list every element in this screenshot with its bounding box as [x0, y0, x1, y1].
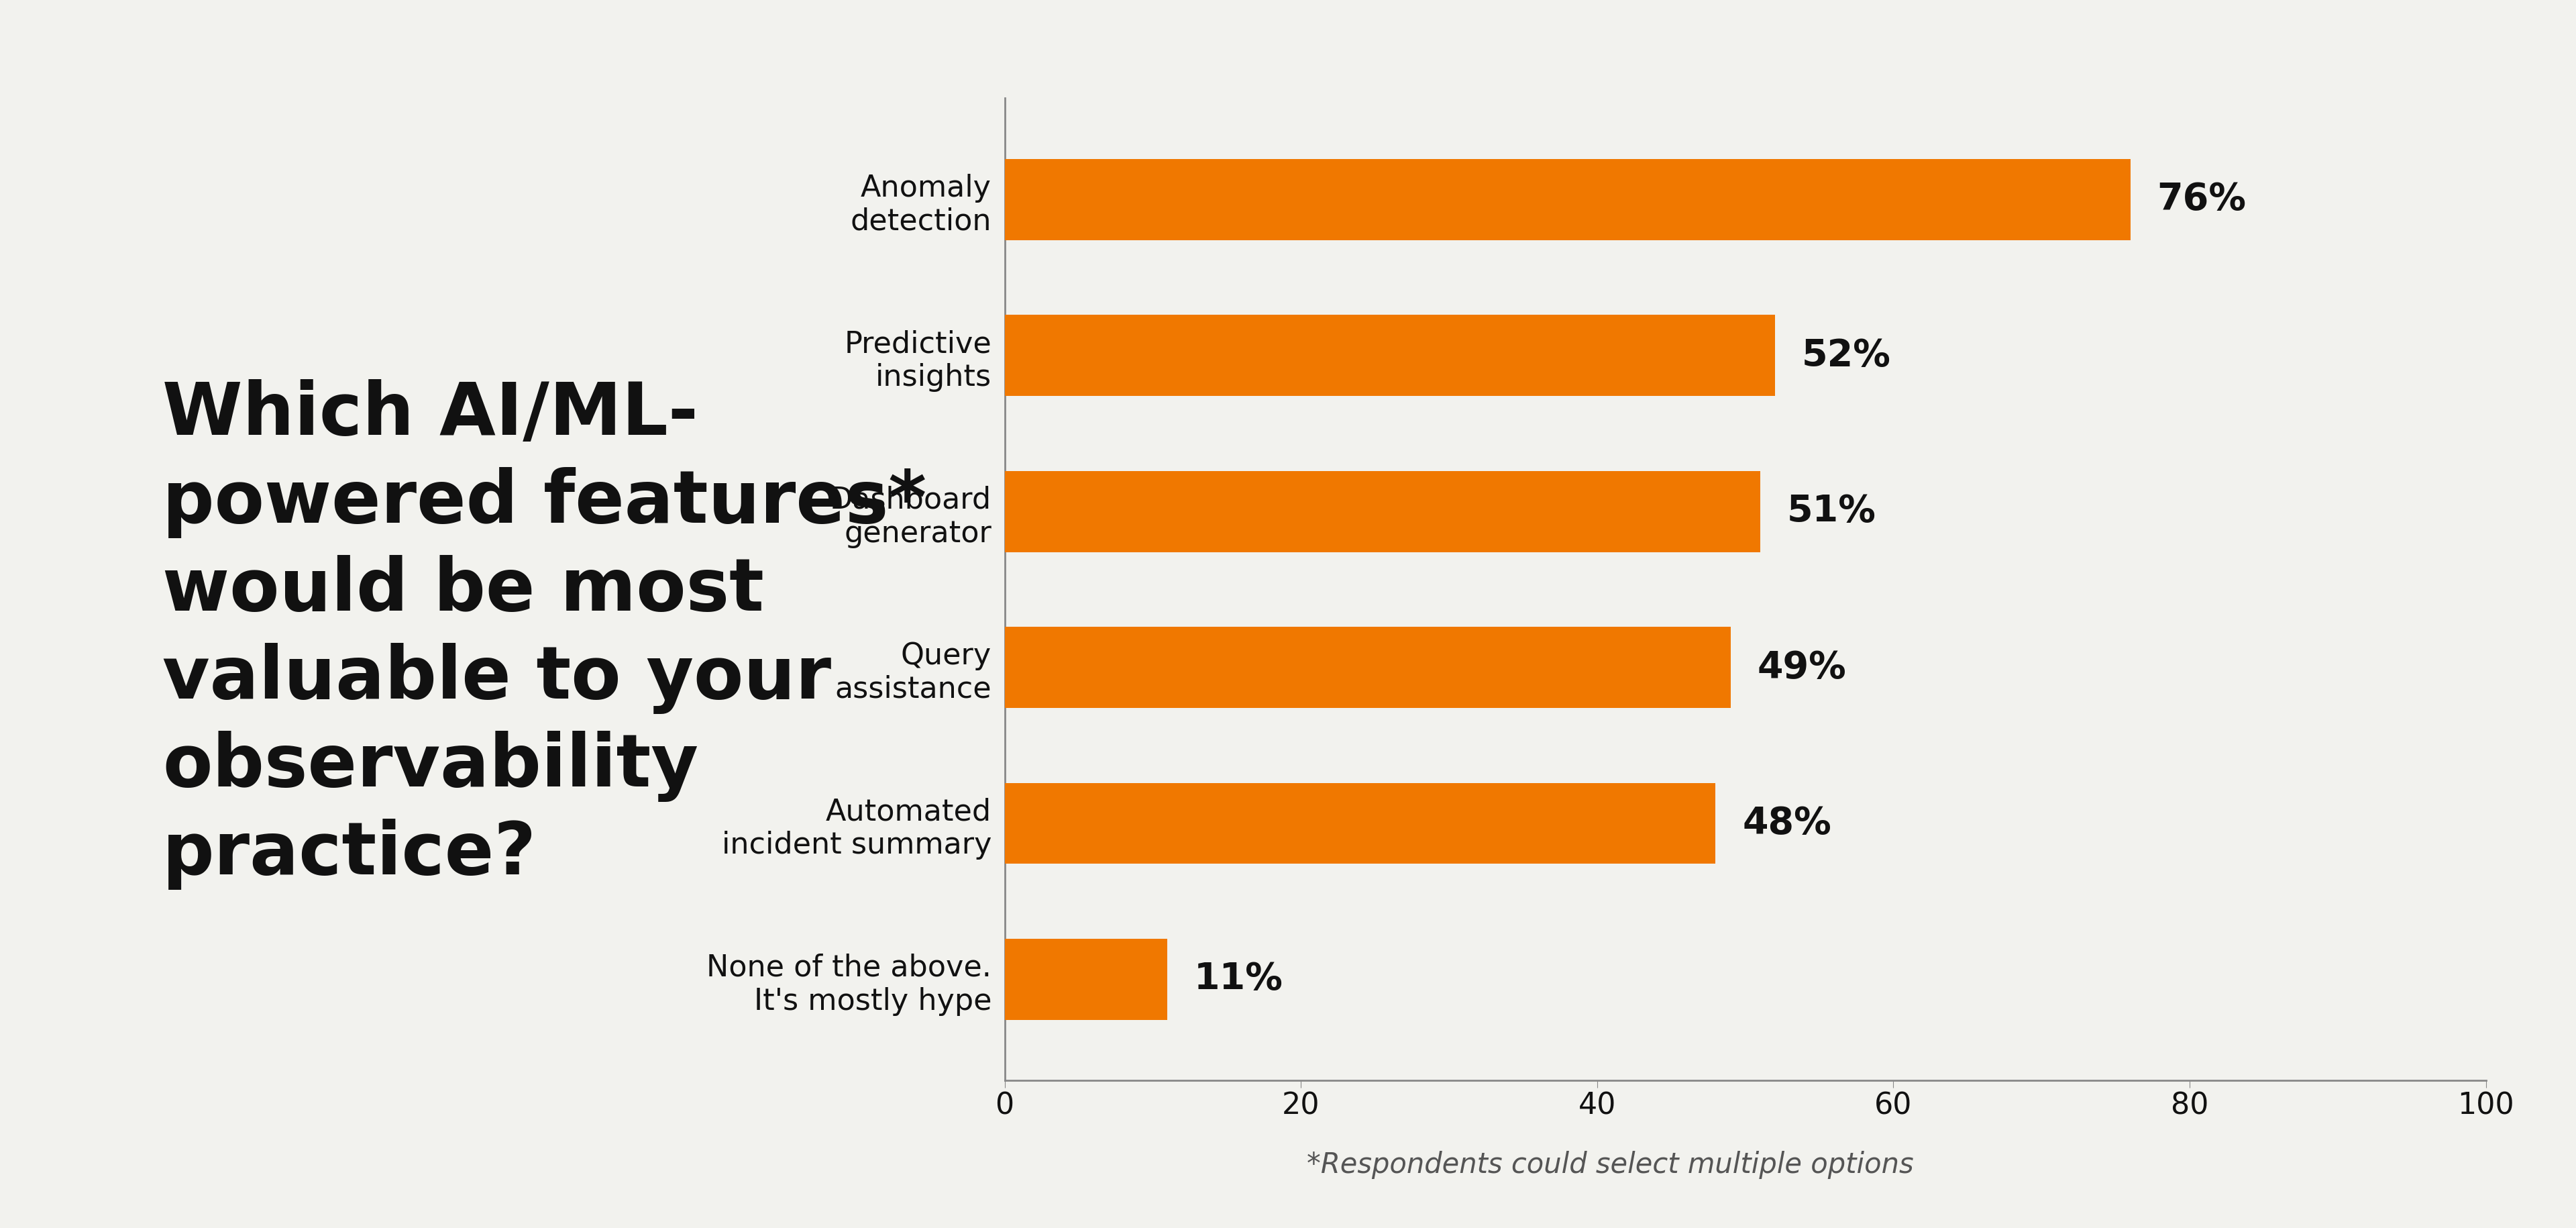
Text: 51%: 51%	[1788, 494, 1875, 529]
Text: *Respondents could select multiple options: *Respondents could select multiple optio…	[1306, 1151, 1914, 1179]
Text: 76%: 76%	[2156, 182, 2246, 217]
Text: 48%: 48%	[1741, 806, 1832, 841]
Bar	[1005, 160, 2130, 241]
Bar	[1005, 470, 1759, 553]
Text: 11%: 11%	[1195, 962, 1283, 997]
Text: 52%: 52%	[1801, 338, 1891, 373]
Bar	[1005, 626, 1731, 709]
Bar	[1005, 782, 1716, 863]
Bar	[1005, 316, 1775, 397]
Text: Which AI/ML-
powered features*
would be most
valuable to your
observability
prac: Which AI/ML- powered features* would be …	[162, 379, 927, 890]
Bar	[1005, 938, 1167, 1019]
Text: 49%: 49%	[1757, 650, 1847, 685]
